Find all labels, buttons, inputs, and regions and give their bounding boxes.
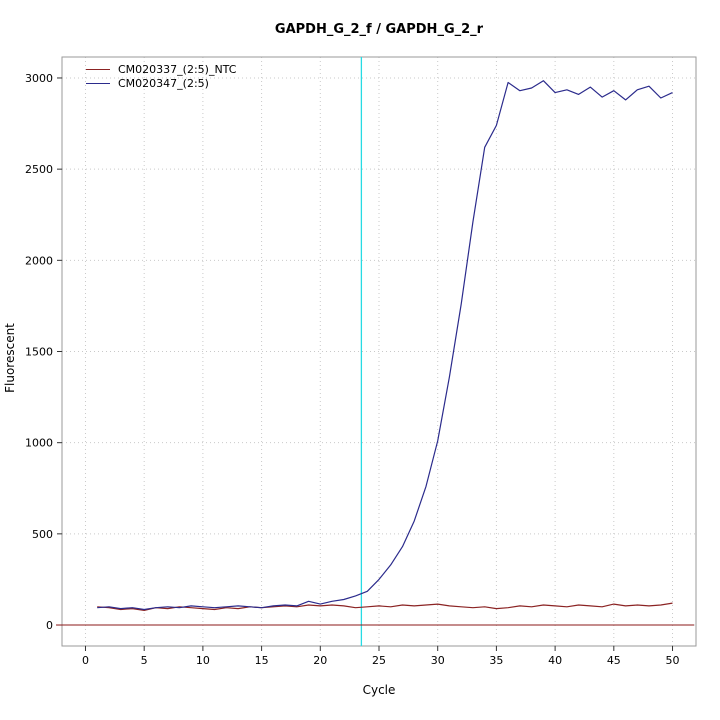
x-tick-label: 30 [431,654,445,667]
x-tick-label: 40 [548,654,562,667]
legend-label: CM020337_(2:5)_NTC [118,62,237,76]
x-tick-label: 20 [313,654,327,667]
x-tick-label: 25 [372,654,386,667]
y-tick-label: 3000 [25,72,53,85]
legend-line-swatch [86,68,110,70]
y-tick-label: 2000 [25,254,53,267]
x-tick-label: 35 [489,654,503,667]
y-tick-label: 1500 [25,346,53,359]
x-tick-label: 15 [255,654,269,667]
y-tick-label: 2500 [25,163,53,176]
series-line-CM020347_(2:5) [97,80,673,611]
legend-label: CM020347_(2:5) [118,76,209,90]
chart-title: GAPDH_G_2_f / GAPDH_G_2_r [274,22,484,37]
series-line-CM020337_(2:5)_NTC [97,602,673,612]
x-tick-label: 0 [82,654,89,667]
x-tick-label: 45 [607,654,621,667]
x-tick-label: 50 [666,654,680,667]
legend-item: CM020337_(2:5)_NTC [86,62,236,76]
x-tick-label: 10 [196,654,210,667]
y-tick-label: 500 [32,528,53,541]
legend-line-swatch [86,82,110,84]
y-tick-label: 1000 [25,437,53,450]
legend: CM020337_(2:5)_NTC CM020347_(2:5) [86,62,236,90]
y-tick-label: 0 [46,619,53,632]
x-axis-label: Cycle [362,683,396,697]
x-tick-label: 5 [141,654,148,667]
legend-item: CM020347_(2:5) [86,76,236,90]
